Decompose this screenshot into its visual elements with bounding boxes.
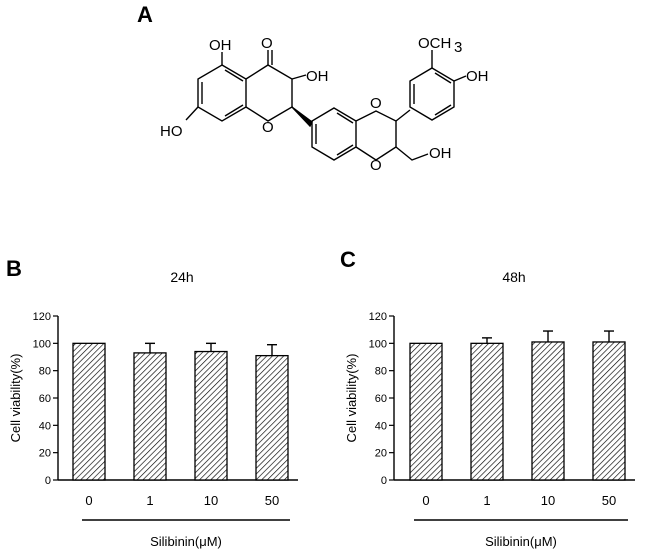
- atom-label: HO: [160, 123, 183, 140]
- atom-label: OH: [466, 68, 489, 85]
- atom-label: O: [370, 95, 382, 112]
- bar: [72, 342, 106, 481]
- bar: [194, 350, 228, 481]
- x-category-label: 0: [422, 493, 429, 508]
- structure-labels: OH O OH OCH 3 OH HO O O O OH: [160, 35, 489, 174]
- y-tick-label: 80: [375, 366, 387, 378]
- bar: [470, 342, 504, 481]
- bar: [133, 352, 167, 481]
- chart-title: 24h: [170, 269, 193, 285]
- panel-letter-b: B: [6, 256, 22, 281]
- chemical-structure: [185, 50, 467, 161]
- y-tick-label: 100: [33, 338, 51, 350]
- x-axis-label: Silibinin(μM): [150, 534, 222, 549]
- atom-label: 3: [454, 39, 462, 56]
- y-axis-label: Cell viability(%): [8, 354, 23, 443]
- y-tick-label: 20: [375, 448, 387, 460]
- y-tick-label: 120: [33, 311, 51, 323]
- atom-label: OH: [306, 68, 329, 85]
- atom-label: O: [261, 35, 273, 52]
- y-tick-label: 0: [381, 475, 387, 487]
- chart-b: 24h 0 20 40 60 80 100 120 Cell viability(%) 0 1 10 5…: [8, 269, 298, 549]
- x-category-label: 10: [204, 493, 218, 508]
- atom-label: O: [262, 119, 274, 136]
- bar: [255, 354, 289, 481]
- bar: [592, 341, 626, 481]
- y-tick-label: 40: [375, 420, 387, 432]
- y-tick-label: 60: [375, 393, 387, 405]
- x-category-label: 0: [85, 493, 92, 508]
- y-tick-label: 40: [39, 420, 51, 432]
- chart-title: 48h: [502, 269, 525, 285]
- atom-label: O: [370, 157, 382, 174]
- atom-label: OH: [209, 37, 232, 54]
- y-tick-label: 60: [39, 393, 51, 405]
- y-axis-label: Cell viability(%): [344, 354, 359, 443]
- x-category-label: 1: [483, 493, 490, 508]
- atom-label: OH: [429, 145, 452, 162]
- bar: [531, 341, 565, 481]
- panel-letter-a: A: [137, 2, 153, 27]
- x-category-label: 50: [265, 493, 279, 508]
- panel-letter-c: C: [340, 247, 356, 272]
- y-tick-label: 120: [369, 311, 387, 323]
- chart-c: 48h 0 20 40 60 80 100 120 Cell viability(%) 0 1 10 5…: [344, 269, 635, 549]
- y-tick-label: 20: [39, 448, 51, 460]
- y-tick-label: 0: [45, 475, 51, 487]
- x-category-label: 1: [146, 493, 153, 508]
- x-axis-label: Silibinin(μM): [485, 534, 557, 549]
- x-category-label: 10: [541, 493, 555, 508]
- atom-label: OCH: [418, 35, 451, 52]
- x-category-label: 50: [602, 493, 616, 508]
- y-tick-label: 100: [369, 338, 387, 350]
- y-tick-label: 80: [39, 366, 51, 378]
- bar: [409, 342, 443, 481]
